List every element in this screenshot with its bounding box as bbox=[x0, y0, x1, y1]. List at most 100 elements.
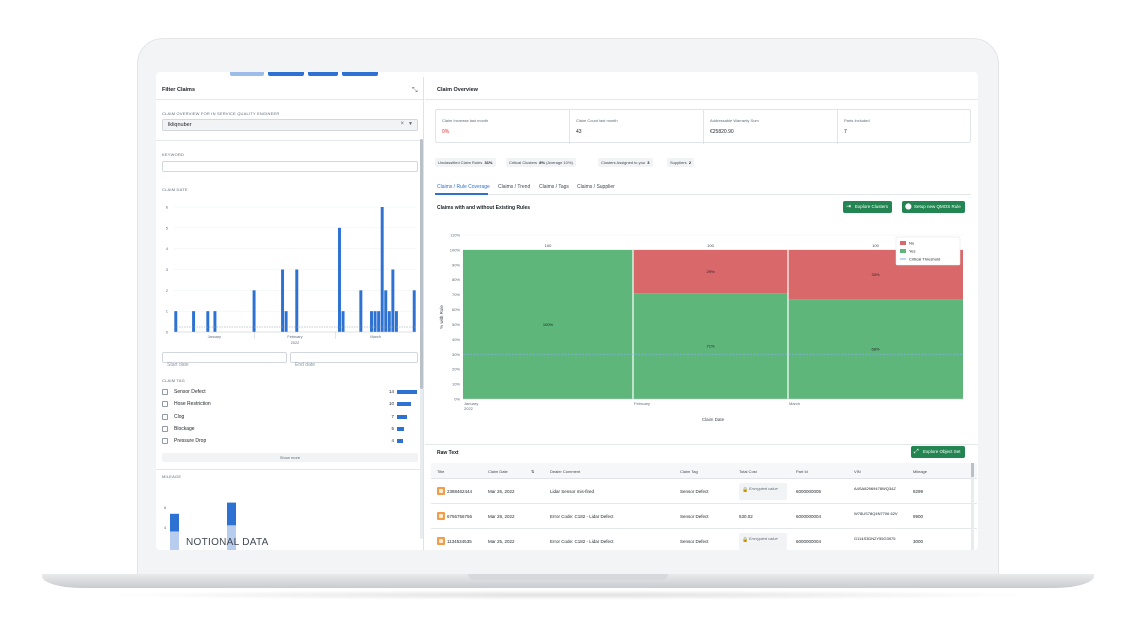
column-header[interactable]: Dealer Comment bbox=[550, 469, 581, 474]
mileage-bar-unselected[interactable] bbox=[170, 531, 179, 550]
chevron-down-icon[interactable]: ▼ bbox=[408, 121, 413, 127]
top-tab[interactable] bbox=[268, 72, 304, 76]
date-bar[interactable] bbox=[174, 311, 178, 332]
table-row[interactable]: 2388462444 Mar 26, 2022 Lidar Sensor mis-f… bbox=[431, 479, 977, 504]
date-bar[interactable] bbox=[380, 207, 384, 332]
y-tick-label: 6 bbox=[164, 505, 167, 510]
tag-count: 4 bbox=[391, 438, 394, 444]
filter-scrollbar[interactable] bbox=[420, 139, 423, 539]
date-bar[interactable] bbox=[295, 269, 299, 333]
date-bar[interactable] bbox=[373, 311, 377, 332]
expand-icon[interactable]: ⤡ bbox=[412, 87, 418, 94]
tag-name: Hose Restriction bbox=[174, 401, 211, 408]
column-header[interactable]: Part Id bbox=[796, 469, 808, 474]
chip-critical-clusters[interactable]: Critical Clusters 8% (Average 10%) bbox=[506, 158, 576, 167]
keyword-input[interactable] bbox=[163, 169, 417, 179]
tag-row-hose-restriction[interactable]: Hose Restriction 10 bbox=[162, 400, 418, 410]
end-date-box[interactable] bbox=[290, 352, 418, 370]
date-bar[interactable] bbox=[341, 311, 345, 332]
checkbox[interactable] bbox=[162, 438, 168, 445]
table-scrollbar[interactable] bbox=[971, 463, 974, 550]
tab-supplier[interactable]: Claims / Supplier bbox=[577, 184, 615, 190]
engineer-select[interactable]: lkliqnuber × ▼ bbox=[162, 119, 418, 131]
top-tab[interactable] bbox=[230, 72, 264, 76]
tag-row-sensor-defect[interactable]: Sensor Defect 14 bbox=[162, 388, 418, 398]
mileage-histogram[interactable]: 64 bbox=[162, 487, 418, 550]
date-bar[interactable] bbox=[412, 290, 416, 332]
column-header[interactable]: VIN bbox=[854, 469, 861, 474]
tag-name: Clog bbox=[174, 413, 185, 420]
explore-clusters-button[interactable]: ⇥ Explore Clusters bbox=[843, 201, 893, 213]
cell-dealer-comment: Lidar Sensor mis-fired bbox=[550, 489, 595, 494]
column-header[interactable]: Claim Tag bbox=[680, 469, 698, 474]
y-tick-label: 6 bbox=[166, 205, 169, 210]
table-row[interactable]: 1134534535 Mar 25, 2022 Error Code: C182 -… bbox=[431, 529, 977, 550]
keyword-input-box[interactable] bbox=[162, 161, 418, 179]
scrollbar-thumb[interactable] bbox=[420, 139, 423, 389]
date-bar[interactable] bbox=[213, 311, 217, 332]
date-bar[interactable] bbox=[359, 290, 363, 332]
date-bar[interactable] bbox=[284, 311, 288, 332]
tag-row-pressure-drop[interactable]: Pressure Drop 4 bbox=[162, 437, 418, 447]
start-date-input[interactable] bbox=[163, 360, 286, 370]
date-bar[interactable] bbox=[252, 290, 256, 332]
top-tab[interactable] bbox=[308, 72, 338, 76]
column-header[interactable]: Claim Date bbox=[488, 469, 508, 474]
y-tick-label: 10% bbox=[452, 382, 460, 387]
date-bar[interactable] bbox=[192, 311, 196, 332]
date-bar[interactable] bbox=[206, 311, 210, 332]
date-bar[interactable] bbox=[387, 311, 391, 332]
cell-vin: G114S3DN2Y55G3975 bbox=[854, 536, 896, 541]
column-header[interactable]: Mileage bbox=[913, 469, 928, 474]
date-bar[interactable] bbox=[391, 269, 395, 333]
checkbox[interactable] bbox=[162, 401, 168, 408]
chip-unclassified-rules[interactable]: Unclassified Claim Rules 31% bbox=[435, 158, 496, 167]
clear-icon[interactable]: × bbox=[400, 121, 404, 127]
cell-claim-date: Mar 26, 2022 bbox=[488, 489, 515, 494]
end-date-input[interactable] bbox=[291, 360, 417, 370]
date-bar[interactable] bbox=[370, 311, 373, 332]
date-bar[interactable] bbox=[377, 311, 381, 332]
checkbox[interactable] bbox=[162, 425, 168, 432]
checkbox[interactable] bbox=[162, 413, 168, 420]
segment-yes[interactable] bbox=[633, 293, 788, 399]
segment-yes[interactable] bbox=[788, 299, 963, 399]
chip-clusters-assigned[interactable]: Clusters Assigned to you 3 bbox=[598, 158, 653, 167]
y-tick-label: 50% bbox=[452, 322, 460, 327]
kpi-label: Claim Count last month bbox=[576, 118, 618, 123]
date-bar[interactable] bbox=[394, 311, 398, 332]
y-tick-label: 5 bbox=[166, 225, 169, 230]
divider bbox=[156, 140, 420, 141]
tag-row-blockage[interactable]: Blockage 5 bbox=[162, 425, 418, 435]
setup-rule-button[interactable]: ⬤ Setup new QMOS Rule bbox=[902, 201, 965, 213]
column-header[interactable]: Total Cost bbox=[739, 469, 757, 474]
segment-no[interactable] bbox=[633, 249, 788, 294]
kpi-parts-included: Parts Included 7 bbox=[838, 110, 972, 144]
tab-trend[interactable]: Claims / Trend bbox=[498, 184, 531, 190]
rule-coverage-chart[interactable]: 0% 10% 20% 30% 40% 50% 60% 70% 80% 90% 100% 110% % w… bbox=[433, 229, 973, 439]
segment-yes[interactable] bbox=[463, 249, 633, 399]
show-more-button[interactable]: Show more bbox=[162, 453, 418, 462]
claim-date-histogram[interactable]: 0 1 2 3 4 5 6 January February March 2022 bbox=[162, 199, 418, 349]
sort-icon[interactable]: ⇅ bbox=[531, 469, 535, 474]
top-tab[interactable] bbox=[342, 72, 378, 76]
mileage-bar-unselected[interactable] bbox=[227, 525, 236, 550]
date-bar[interactable] bbox=[281, 269, 285, 333]
explore-object-set-button[interactable]: ⤢ Explore Object Set bbox=[911, 446, 965, 458]
start-date-box[interactable] bbox=[162, 352, 287, 370]
date-bar[interactable] bbox=[338, 227, 341, 332]
tab-tags[interactable]: Claims / Tags bbox=[539, 184, 569, 190]
encrypted-cost[interactable]: 🔒 Encrypted value bbox=[739, 533, 787, 550]
tag-row-clog[interactable]: Clog 7 bbox=[162, 413, 418, 423]
column-header[interactable]: Title bbox=[437, 469, 445, 474]
y-tick-label: 0 bbox=[166, 330, 169, 335]
chip-suppliers[interactable]: Suppliers 2 bbox=[667, 158, 695, 167]
table-row[interactable]: 6756756756 Mar 28, 2022 Error Code: C182 -… bbox=[431, 504, 977, 529]
lock-icon: 🔒 bbox=[742, 487, 749, 493]
scrollbar-thumb[interactable] bbox=[971, 463, 974, 477]
encrypted-cost[interactable]: 🔒 Encrypted value bbox=[739, 483, 787, 500]
tag-name: Sensor Defect bbox=[174, 389, 206, 395]
checkbox[interactable] bbox=[162, 389, 168, 395]
date-bar[interactable] bbox=[384, 290, 388, 332]
tab-rule-coverage[interactable]: Claims / Rule Coverage bbox=[437, 184, 490, 190]
